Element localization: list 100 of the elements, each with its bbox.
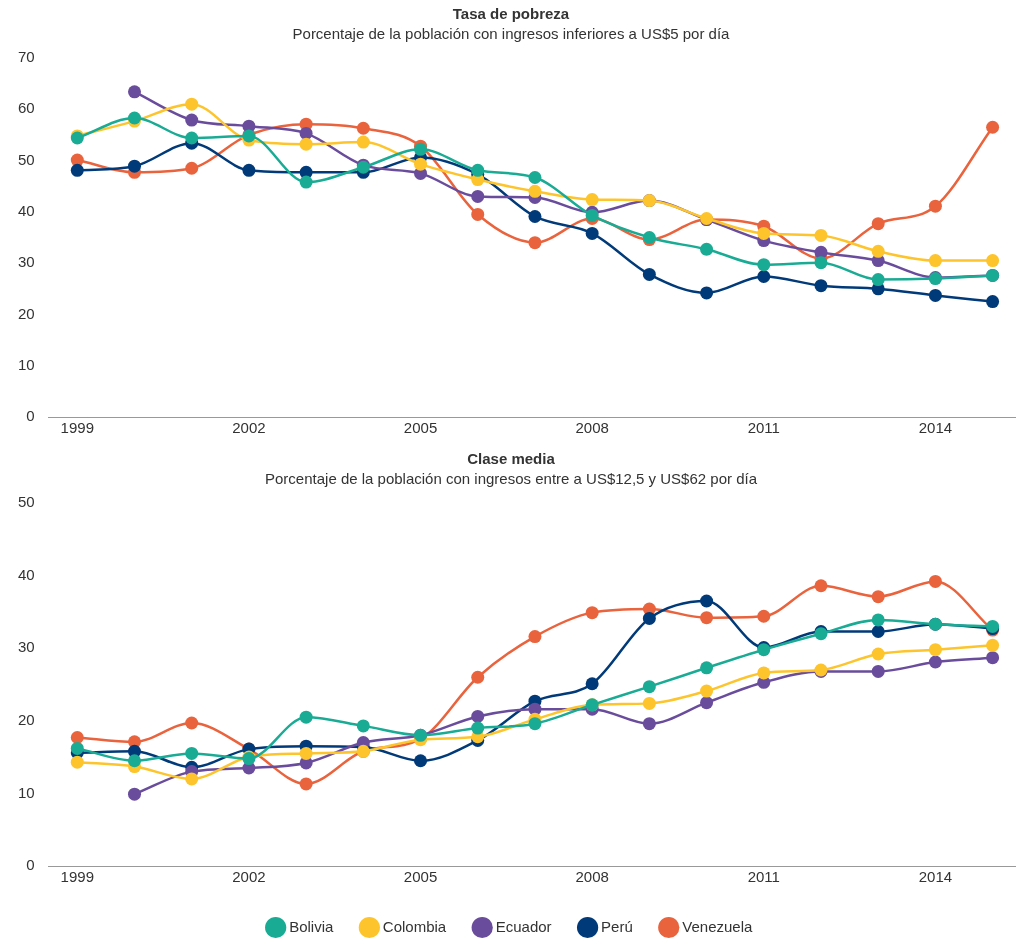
y-tick-label: 40 — [18, 202, 35, 219]
y-tick-label: 0 — [26, 407, 35, 425]
y-tick-label: 10 — [18, 783, 35, 801]
point — [414, 754, 428, 768]
x-tick-label: 1999 — [60, 419, 94, 437]
point — [928, 574, 942, 588]
point — [528, 184, 542, 198]
point — [471, 207, 485, 221]
point — [299, 137, 313, 151]
point — [299, 777, 313, 791]
point — [700, 684, 714, 698]
point — [757, 609, 771, 623]
point — [528, 209, 542, 223]
point — [471, 189, 485, 203]
point — [528, 236, 542, 250]
y-tick-label: 60 — [18, 99, 35, 117]
point — [871, 664, 885, 678]
point — [128, 787, 141, 801]
point — [356, 719, 370, 733]
point — [185, 746, 199, 760]
point — [528, 171, 542, 184]
x-tick-label: 2005 — [403, 419, 438, 437]
legend-label: Perú — [601, 917, 633, 935]
legend-label: Colombia — [382, 917, 447, 935]
legend-label: Bolivia — [289, 917, 335, 935]
chart-title: Tasa de pobreza — [452, 5, 570, 23]
chart-subtitle: Porcentaje de la población con ingresos entre a US$12,5 y US$62 por día — [265, 470, 758, 488]
legend-label: Ecuador — [495, 917, 552, 935]
point — [471, 670, 485, 684]
y-tick-label: 10 — [18, 355, 35, 373]
point — [928, 288, 942, 302]
y-tick-label: 20 — [18, 304, 35, 322]
point — [986, 295, 1000, 309]
y-tick-label: 50 — [18, 493, 35, 511]
y-tick-label: 30 — [18, 253, 35, 271]
point — [871, 217, 885, 231]
point — [414, 157, 428, 171]
point — [299, 175, 313, 189]
point — [185, 716, 199, 730]
point — [986, 254, 1000, 268]
point — [299, 710, 313, 724]
chart-subtitle: Porcentaje de la población con ingresos inferiores a US$5 por día — [292, 25, 731, 43]
y-tick-label: 50 — [18, 150, 35, 168]
point — [128, 85, 141, 99]
point — [871, 590, 885, 604]
x-tick-label: 1999 — [60, 868, 94, 886]
point — [871, 625, 885, 638]
point — [871, 273, 885, 287]
point — [757, 258, 771, 272]
point — [700, 661, 714, 675]
point — [185, 113, 199, 127]
point — [928, 254, 942, 268]
point — [242, 163, 256, 177]
point — [871, 244, 885, 258]
point — [700, 611, 714, 625]
point — [471, 163, 485, 177]
x-tick-label: 2011 — [747, 419, 780, 437]
point — [700, 696, 714, 710]
point — [471, 709, 485, 723]
point — [757, 269, 771, 283]
point — [299, 746, 313, 760]
point — [986, 651, 1000, 665]
x-tick-label: 2014 — [918, 419, 953, 437]
point — [700, 286, 714, 300]
x-tick-label: 2002 — [232, 868, 266, 886]
point — [642, 611, 656, 625]
point — [814, 228, 828, 242]
point — [700, 594, 714, 608]
point — [871, 613, 885, 627]
point — [299, 126, 313, 140]
point — [871, 647, 885, 661]
point — [528, 630, 542, 644]
point — [642, 267, 656, 281]
point — [700, 242, 714, 256]
point — [185, 97, 199, 111]
point — [585, 193, 599, 207]
x-tick-label: 2011 — [747, 868, 780, 886]
y-tick-label: 0 — [26, 856, 35, 874]
y-tick-label: 40 — [18, 565, 35, 583]
point — [928, 643, 942, 657]
point — [356, 135, 370, 149]
y-tick-label: 30 — [18, 638, 35, 656]
y-tick-label: 20 — [18, 710, 35, 728]
point — [70, 741, 84, 755]
point — [70, 163, 84, 177]
x-tick-label: 2014 — [918, 868, 953, 886]
point — [757, 666, 771, 680]
point — [642, 680, 656, 694]
point — [70, 731, 84, 744]
point — [528, 717, 542, 731]
point — [128, 159, 141, 173]
point — [585, 606, 599, 620]
x-tick-label: 2008 — [575, 419, 609, 437]
chart-title: Clase media — [467, 450, 556, 468]
x-tick-label: 2002 — [232, 419, 266, 437]
point — [471, 721, 485, 735]
point — [185, 131, 199, 145]
point — [585, 226, 599, 240]
y-tick-label: 70 — [18, 48, 35, 66]
point — [642, 696, 656, 710]
